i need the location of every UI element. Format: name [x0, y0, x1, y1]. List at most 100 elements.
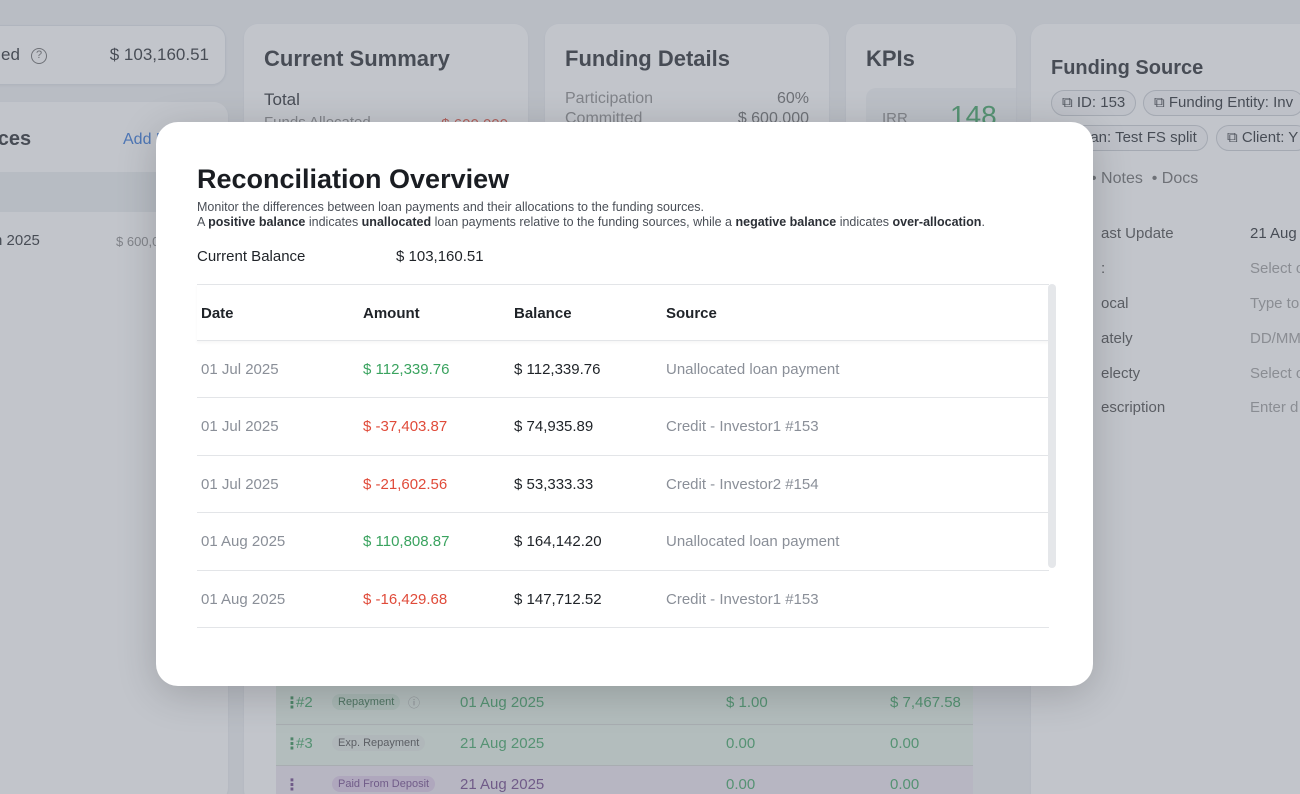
row-date: 01 Aug 2025	[460, 694, 545, 711]
table-row: ⋮ #3 Exp. Repayment 21 Aug 2025 0.00 0.0…	[276, 725, 973, 766]
table-row: 01 Jul 2025 $ 112,339.76 $ 112,339.76 Un…	[197, 341, 1049, 399]
funding-details-title: Funding Details	[565, 46, 730, 71]
schedule-table: ⋮ #2 Repayment ⓘ 01 Aug 2025 $ 1.00 $ 7,…	[276, 684, 973, 794]
sources-title: rces	[0, 128, 32, 150]
participation-value: 60%	[776, 90, 809, 107]
desc-text: indicates	[305, 215, 362, 229]
row-date: 01 Jul 2025	[201, 418, 279, 436]
row-source: Unallocated loan payment	[666, 361, 840, 378]
id-chip[interactable]: ⧉ ID: 153	[1051, 90, 1137, 116]
row-source: Credit - Investor1 #153	[666, 418, 819, 436]
row-source: Credit - Investor1 #153	[666, 590, 819, 608]
status-badge: Repayment	[332, 694, 401, 710]
row-balance: $ 74,935.89	[514, 418, 594, 436]
external-link-icon: ⧉	[1154, 94, 1169, 111]
row-number: #3	[296, 735, 313, 752]
balance-stat-card: ed ? $ 103,160.51	[0, 25, 226, 85]
status-badge: Exp. Repayment	[332, 735, 426, 751]
tab-docs[interactable]: Docs	[1161, 170, 1199, 187]
current-balance-label: Current Balance	[197, 248, 306, 265]
id-chip-label: ID: 153	[1076, 94, 1126, 111]
row-amount: $ 112,339.76	[363, 361, 450, 378]
desc-bold: positive balance	[208, 215, 306, 229]
field-label: :	[1101, 260, 1106, 277]
desc-text: A	[197, 215, 209, 229]
desc-bold: over-allocation	[892, 215, 982, 229]
external-link-icon: ⧉	[1227, 129, 1242, 146]
field-label: escription	[1101, 399, 1166, 416]
row-menu-icon[interactable]: ⋮	[284, 777, 300, 794]
table-row: 01 Aug 2025 $ -16,429.68 $ 147,712.52 Cr…	[197, 571, 1049, 628]
status-badge: Paid From Deposit	[332, 776, 436, 792]
field-select[interactable]: Select o	[1250, 260, 1300, 277]
row-balance: $ 112,339.76	[514, 361, 601, 378]
row-balance: $ 53,333.33	[514, 475, 594, 493]
row-amount: 0.00	[890, 735, 920, 752]
modal-title: Reconciliation Overview	[197, 164, 510, 194]
field-date-input[interactable]: DD/MM	[1250, 330, 1300, 347]
desc-bold: unallocated	[361, 215, 432, 229]
client-chip-label: Client: Y	[1241, 129, 1299, 146]
loan-chip-label: oan: Test FS split	[1082, 129, 1197, 146]
desc-text: indicates	[836, 215, 893, 229]
table-row: ⋮ #2 Repayment ⓘ 01 Aug 2025 $ 1.00 $ 7,…	[276, 684, 973, 725]
table-scrollbar[interactable]	[1048, 284, 1056, 568]
copy-icon: ⧉	[1062, 94, 1077, 111]
summary-total-label: Total	[264, 90, 300, 109]
source-row-date: n 2025	[0, 232, 40, 249]
field-label: electy	[1101, 365, 1141, 382]
row-date: 21 Aug 2025	[460, 776, 545, 793]
row-amount: 0.00	[726, 735, 756, 752]
description-input[interactable]: Enter d	[1250, 399, 1299, 416]
field-value: 21 Aug	[1250, 225, 1297, 242]
desc-text: loan payments relative to the funding so…	[431, 215, 736, 229]
column-header-date[interactable]: Date	[201, 305, 234, 322]
row-balance: $ 164,142.20	[514, 533, 602, 551]
source-row-amount: $ 600,0	[116, 234, 160, 249]
row-menu-icon[interactable]: ⋮	[284, 695, 300, 712]
field-label: ately	[1101, 330, 1133, 347]
column-header-amount[interactable]: Amount	[363, 305, 420, 322]
row-amount: $ 110,808.87	[363, 533, 450, 551]
description-line: A positive balance indicates unallocated…	[197, 215, 985, 230]
funding-source-tabs: • Notes • Docs	[1091, 170, 1199, 187]
row-source: Unallocated loan payment	[666, 533, 840, 551]
column-header-source[interactable]: Source	[666, 305, 717, 322]
summary-title: Current Summary	[264, 46, 450, 71]
funding-source-title: Funding Source	[1051, 57, 1204, 79]
table-row: 01 Jul 2025 $ -37,403.87 $ 74,935.89 Cre…	[197, 398, 1049, 456]
kpis-title: KPIs	[866, 46, 915, 71]
row-amount: $ -37,403.87	[363, 418, 448, 436]
table-row: ⋮ Paid From Deposit 21 Aug 2025 0.00 0.0…	[276, 766, 973, 794]
row-date: 01 Aug 2025	[201, 533, 286, 551]
field-label: ast Update	[1101, 225, 1174, 242]
field-input[interactable]: Type to	[1250, 295, 1300, 312]
row-number: #2	[296, 694, 313, 711]
funding-entity-label: Funding Entity: Inv	[1168, 94, 1294, 111]
funding-entity-chip[interactable]: ⧉ Funding Entity: Inv	[1143, 90, 1300, 116]
row-balance: $ 147,712.52	[514, 590, 602, 608]
reconciliation-table: Date Amount Balance Source 01 Jul 2025 $…	[197, 284, 1049, 628]
help-icon[interactable]: ?	[31, 48, 47, 64]
modal-description: Monitor the differences between loan pay…	[197, 200, 985, 230]
row-amount: $ -16,429.68	[363, 590, 448, 608]
field-label: ocal	[1101, 295, 1129, 312]
tab-notes[interactable]: Notes	[1101, 170, 1143, 187]
stat-label: ed	[1, 45, 20, 64]
field-select[interactable]: Select o	[1250, 365, 1300, 382]
row-amount: $ 7,467.58	[890, 694, 961, 711]
loan-chip[interactable]: oan: Test FS split	[1071, 125, 1208, 151]
column-header-balance[interactable]: Balance	[514, 305, 572, 322]
stat-value: $ 103,160.51	[109, 45, 209, 64]
client-chip[interactable]: ⧉ Client: Y	[1216, 125, 1300, 151]
row-menu-icon[interactable]: ⋮	[284, 736, 300, 753]
desc-text: .	[981, 215, 985, 229]
row-date: 21 Aug 2025	[460, 735, 545, 752]
info-icon[interactable]: ⓘ	[408, 696, 421, 710]
current-balance-value: $ 103,160.51	[396, 248, 484, 265]
table-header: Date Amount Balance Source	[197, 284, 1049, 341]
desc-bold: negative balance	[735, 215, 837, 229]
table-row: 01 Aug 2025 $ 110,808.87 $ 164,142.20 Un…	[197, 513, 1049, 571]
row-amount: 0.00	[890, 776, 920, 793]
description-line: Monitor the differences between loan pay…	[197, 200, 705, 214]
